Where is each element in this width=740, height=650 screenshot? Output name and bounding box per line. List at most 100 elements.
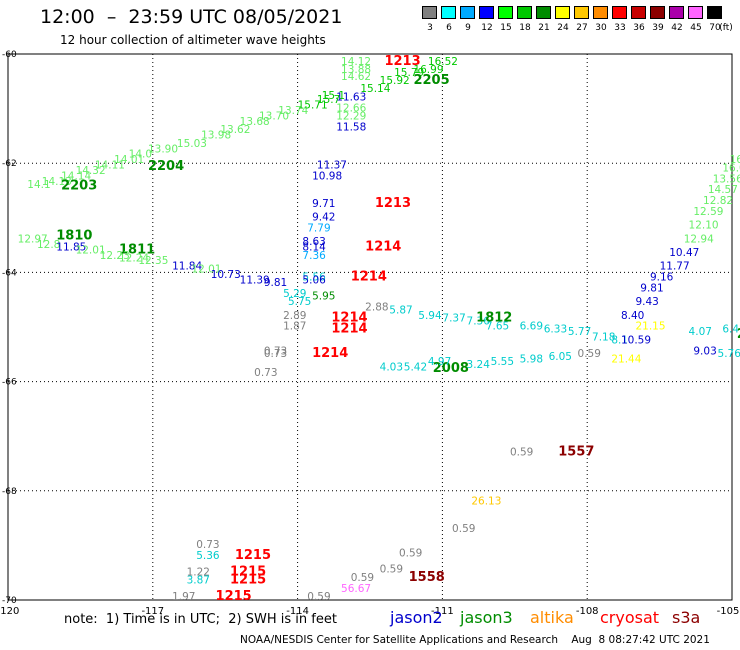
wave-height-label: 15.7	[317, 94, 340, 106]
satellite-cryosat: cryosat	[600, 608, 660, 627]
wave-height-label: 5.06	[302, 274, 326, 286]
wave-height-label: 13.90	[148, 143, 178, 155]
time-label: 1213	[375, 196, 411, 211]
legend-swatch	[441, 6, 456, 19]
wave-height-label: 12.59	[693, 206, 723, 218]
wave-height-label: 13.88	[341, 64, 371, 76]
legend-label: 3	[427, 23, 433, 33]
legend-label: 12	[481, 23, 493, 33]
time-label: 1215	[216, 589, 252, 604]
wave-height-label: 12.66	[336, 102, 366, 114]
wave-height-label: 5.95	[312, 291, 335, 303]
wave-height-label: 15.79	[394, 67, 424, 79]
time-label: 1214	[331, 311, 367, 326]
wave-height-label: 4.07	[689, 326, 712, 338]
wave-height-label: 0.73	[254, 367, 277, 379]
wave-height-label: 11.63	[336, 91, 366, 103]
legend-swatch	[517, 6, 532, 19]
legend-label: 15	[500, 23, 512, 33]
legend-label: 6	[446, 23, 452, 33]
legend-label: 70	[709, 23, 721, 33]
wave-height-label: 15.92	[380, 75, 410, 87]
wave-height-label: 11.39	[240, 274, 270, 286]
wave-height-label: 4.03	[380, 362, 403, 374]
wave-height-label: 16.7	[730, 154, 740, 166]
wave-height-label: 6.69	[520, 321, 543, 333]
legend-swatch	[498, 6, 513, 19]
wave-height-label: 9.43	[635, 296, 658, 308]
legend-label: 9	[465, 23, 471, 33]
legend-label: 21	[538, 23, 550, 33]
wave-height-label: 5.29	[283, 288, 306, 300]
wave-height-label: 12.35	[138, 255, 168, 267]
wave-height-label: 14.12	[341, 56, 371, 68]
legend-label: 39	[652, 23, 664, 33]
wave-height-label: 8.1	[611, 334, 628, 346]
time-label: 1810	[56, 229, 92, 244]
wave-height-label: 0.73	[196, 539, 219, 551]
wave-height-label: 7.36	[302, 250, 326, 262]
wave-height-label: 14.13	[42, 176, 72, 188]
wave-height-label: 16.99	[413, 64, 443, 76]
wave-height-label: 1.97	[172, 591, 195, 603]
wave-height-label: 13.70	[259, 111, 289, 123]
time-label: 1215	[230, 573, 266, 588]
wave-height-label: 10.59	[621, 334, 651, 346]
wave-height-label: 8.14	[302, 242, 326, 254]
legend-label: 33	[614, 23, 626, 33]
satellite-jason3: jason3	[460, 608, 513, 627]
wave-height-label: 13.68	[240, 116, 270, 128]
wave-height-label: 12.82	[703, 195, 733, 207]
footer-credit: NOAA/NESDIS Center for Satellite Applica…	[240, 634, 710, 646]
wave-height-label: 6.4	[722, 323, 739, 335]
wave-height-label: 0.59	[452, 523, 475, 535]
wave-height-label: 0.73	[264, 348, 287, 360]
wave-height-label: 0.59	[578, 348, 601, 360]
legend-swatch	[555, 6, 570, 19]
wave-height-label: 21.15	[635, 321, 665, 333]
x-tick-label: -114	[286, 606, 309, 617]
wave-height-label: 9.71	[312, 198, 335, 210]
x-tick-label: -105	[717, 606, 740, 617]
wave-height-label: 12.24	[119, 252, 149, 264]
wave-height-label: 5.42	[404, 362, 427, 374]
wave-height-label: 9.42	[312, 212, 335, 224]
y-tick-label: -64	[2, 268, 17, 278]
wave-height-label: 14.14	[61, 171, 91, 183]
wave-height-label: 5.56	[302, 272, 326, 284]
legend-label: 42	[671, 23, 683, 33]
wave-height-label: 8.40	[621, 310, 644, 322]
time-label: 1214	[312, 346, 348, 361]
footer-note: note: 1) Time is in UTC; 2) SWH is in fe…	[64, 612, 337, 627]
legend-swatch	[707, 6, 722, 19]
legend-swatch	[479, 6, 494, 19]
wave-height-label: 5.77	[568, 326, 591, 338]
wave-height-label: 5.98	[520, 353, 543, 365]
y-tick-label: -60	[2, 50, 17, 60]
legend-swatch	[536, 6, 551, 19]
wave-height-label: 2.89	[283, 310, 306, 322]
wave-height-label: 13.56	[713, 173, 740, 185]
wave-height-label: 11.85	[56, 242, 86, 254]
wave-height-label: 11.58	[336, 121, 366, 133]
wave-height-label: 15.71	[298, 100, 328, 112]
y-tick-label: -68	[2, 487, 17, 497]
x-tick-label: -120	[0, 606, 19, 617]
legend-swatch	[460, 6, 475, 19]
wave-height-label: 21.44	[611, 353, 641, 365]
wave-height-label: 3.24	[467, 359, 491, 371]
wave-height-label: 5.75	[288, 296, 311, 308]
y-tick-label: -66	[2, 378, 17, 388]
satellite-s3a: s3a	[672, 608, 701, 627]
time-label: 1215	[230, 564, 266, 579]
wave-height-label: 14.62	[341, 71, 371, 83]
wave-height-label: 0.59	[380, 564, 403, 576]
wave-height-label: 26.13	[471, 495, 501, 507]
wave-height-label: 3.87	[187, 575, 210, 587]
wave-height-label: 12.97	[18, 233, 48, 245]
time-label: 1558	[409, 570, 445, 585]
wave-height-label: 9.81	[264, 277, 287, 289]
wave-height-label: 9.16	[650, 272, 674, 284]
time-label: 1214	[351, 270, 387, 285]
wave-height-label: 9.03	[693, 345, 716, 357]
